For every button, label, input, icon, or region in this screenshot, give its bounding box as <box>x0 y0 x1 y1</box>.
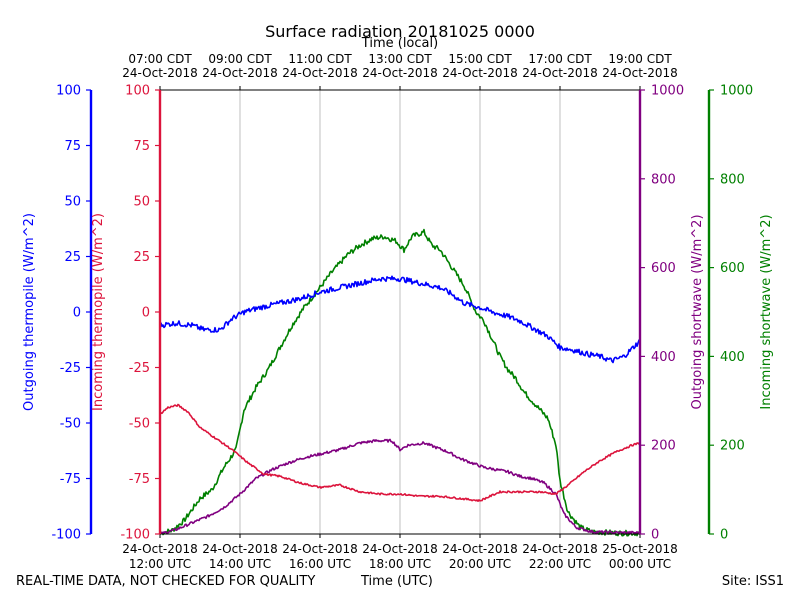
y-tick-label: 0 <box>720 528 728 543</box>
series-line-incoming-shortwave <box>159 228 641 537</box>
y-tick-label: -100 <box>120 528 150 543</box>
x-tick-label-time: 12:00 UTC <box>129 557 191 571</box>
x-axis-label: Time (UTC) <box>361 574 433 589</box>
y-axis-label: Outgoing shortwave (W/m^2) <box>690 214 705 409</box>
y-axis-label: Incoming shortwave (W/m^2) <box>759 214 774 409</box>
x-tick-label-time: 18:00 UTC <box>369 557 431 571</box>
y-tick-label: 25 <box>133 250 150 265</box>
chart-title: Surface radiation 20181025 0000 <box>265 22 535 41</box>
series-lines <box>159 228 641 537</box>
grid-lines <box>159 90 641 534</box>
top-tick-label-date: 24-Oct-2018 <box>202 66 278 80</box>
x-tick-label-date: 25-Oct-2018 <box>602 542 678 556</box>
top-tick-label-time: 19:00 CDT <box>608 52 672 66</box>
y-tick-label: 100 <box>125 84 150 99</box>
y-tick-label: -25 <box>129 361 150 376</box>
y-tick-label: 800 <box>720 172 745 187</box>
y-tick-label: 1000 <box>651 84 684 99</box>
top-tick-label-time: 09:00 CDT <box>208 52 272 66</box>
y-tick-label: 75 <box>133 139 150 154</box>
site-label: Site: ISS1 <box>721 574 784 589</box>
y-axis-label: Outgoing thermopile (W/m^2) <box>22 213 37 411</box>
series-line-incoming-thermopile <box>159 403 641 502</box>
y-tick-label: 0 <box>73 306 81 321</box>
top-tick-label-date: 24-Oct-2018 <box>122 66 198 80</box>
y-tick-label: 200 <box>720 439 745 454</box>
y-tick-label: 800 <box>651 172 676 187</box>
series-line-outgoing-shortwave <box>159 438 641 535</box>
top-tick-label-time: 07:00 CDT <box>128 52 192 66</box>
y-tick-label: 400 <box>651 350 676 365</box>
y-tick-label: 600 <box>720 261 745 276</box>
y-tick-label: 0 <box>142 306 150 321</box>
x-tick-label-time: 14:00 UTC <box>209 557 271 571</box>
top-tick-label-time: 13:00 CDT <box>368 52 432 66</box>
top-tick-label-date: 24-Oct-2018 <box>282 66 358 80</box>
y-tick-label: 1000 <box>720 84 753 99</box>
series-line-outgoing-thermopile <box>159 275 641 364</box>
y-tick-label: -50 <box>60 417 81 432</box>
top-tick-label-time: 11:00 CDT <box>288 52 352 66</box>
y-tick-label: -25 <box>60 361 81 376</box>
x-tick-label-time: 20:00 UTC <box>449 557 511 571</box>
top-tick-label-date: 24-Oct-2018 <box>362 66 438 80</box>
x-tick-label-date: 24-Oct-2018 <box>442 542 518 556</box>
top-tick-label-date: 24-Oct-2018 <box>522 66 598 80</box>
top-tick-label-date: 24-Oct-2018 <box>442 66 518 80</box>
top-tick-label-time: 15:00 CDT <box>448 52 512 66</box>
x-tick-label-date: 24-Oct-2018 <box>122 542 198 556</box>
x-tick-label-time: 16:00 UTC <box>289 557 351 571</box>
y-tick-label: 50 <box>133 195 150 210</box>
x-tick-label-date: 24-Oct-2018 <box>282 542 358 556</box>
y-tick-label: -75 <box>129 472 150 487</box>
y-tick-label: -50 <box>129 417 150 432</box>
quality-disclaimer: REAL-TIME DATA, NOT CHECKED FOR QUALITY <box>16 574 316 589</box>
top-tick-label-date: 24-Oct-2018 <box>602 66 678 80</box>
x-tick-label-time: 22:00 UTC <box>529 557 591 571</box>
y-axis-label: Incoming thermopile (W/m^2) <box>91 213 106 411</box>
y-tick-label: 200 <box>651 439 676 454</box>
y-tick-label: 600 <box>651 261 676 276</box>
y-tick-label: 100 <box>56 84 81 99</box>
y-tick-label: 25 <box>64 250 81 265</box>
top-tick-label-time: 17:00 CDT <box>528 52 592 66</box>
y-tick-label: -100 <box>51 528 81 543</box>
y-tick-label: 50 <box>64 195 81 210</box>
top-axis-label: Time (local) <box>361 36 438 51</box>
x-tick-label-time: 00:00 UTC <box>609 557 671 571</box>
y-tick-label: -75 <box>60 472 81 487</box>
y-tick-label: 0 <box>651 528 659 543</box>
y-tick-label: 75 <box>64 139 81 154</box>
x-tick-label-date: 24-Oct-2018 <box>202 542 278 556</box>
x-tick-label-date: 24-Oct-2018 <box>522 542 598 556</box>
x-tick-label-date: 24-Oct-2018 <box>362 542 438 556</box>
y-tick-label: 400 <box>720 350 745 365</box>
